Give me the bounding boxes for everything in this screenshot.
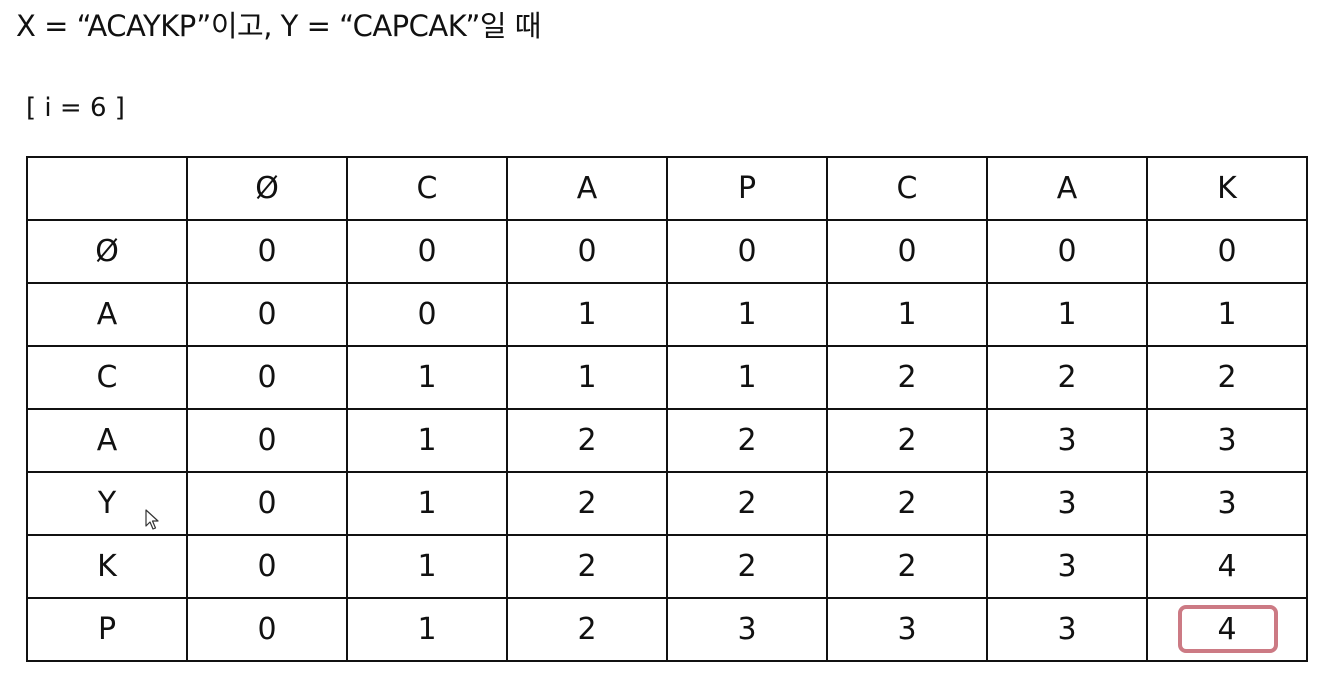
table-cell: 2 bbox=[826, 471, 988, 536]
table-cell: 2 bbox=[826, 534, 988, 599]
table-cell: 1 bbox=[346, 534, 508, 599]
table-cell: 0 bbox=[186, 282, 348, 347]
header-cell: A bbox=[506, 156, 668, 221]
table-cell: 1 bbox=[986, 282, 1148, 347]
row-label-cell: Y bbox=[26, 471, 188, 536]
table-cell: 4 bbox=[1146, 534, 1308, 599]
table-cell: 0 bbox=[346, 219, 508, 284]
table-header-row: Ø C A P C A K bbox=[26, 156, 1308, 221]
row-label-cell: A bbox=[26, 282, 188, 347]
table-row: P 0 1 2 3 3 3 4 bbox=[26, 597, 1308, 662]
table-cell: 0 bbox=[186, 219, 348, 284]
table-row: A 0 1 2 2 2 3 3 bbox=[26, 408, 1308, 473]
table-cell: 3 bbox=[986, 471, 1148, 536]
table-cell: 1 bbox=[506, 345, 668, 410]
table-cell: 2 bbox=[506, 408, 668, 473]
table-row: A 0 0 1 1 1 1 1 bbox=[26, 282, 1308, 347]
table-cell: 2 bbox=[506, 597, 668, 662]
highlighted-result-cell: 4 bbox=[1146, 597, 1308, 662]
table-cell: 3 bbox=[986, 597, 1148, 662]
table-cell: 2 bbox=[506, 471, 668, 536]
table-cell: 0 bbox=[186, 408, 348, 473]
table-cell: 1 bbox=[666, 345, 828, 410]
table-cell: 0 bbox=[826, 219, 988, 284]
header-cell: C bbox=[346, 156, 508, 221]
table-cell: 2 bbox=[666, 534, 828, 599]
table-cell: 2 bbox=[826, 345, 988, 410]
table-cell: 2 bbox=[666, 471, 828, 536]
row-label-cell: P bbox=[26, 597, 188, 662]
table-cell: 1 bbox=[346, 471, 508, 536]
table-cell: 0 bbox=[986, 219, 1148, 284]
table-cell: 1 bbox=[346, 597, 508, 662]
table-row: Ø 0 0 0 0 0 0 0 bbox=[26, 219, 1308, 284]
table-cell: 1 bbox=[826, 282, 988, 347]
table-cell: 3 bbox=[986, 534, 1148, 599]
table-cell: 0 bbox=[186, 345, 348, 410]
table-cell: 1 bbox=[346, 408, 508, 473]
table-row: K 0 1 2 2 2 3 4 bbox=[26, 534, 1308, 599]
table-cell: 1 bbox=[346, 345, 508, 410]
table-cell: 2 bbox=[506, 534, 668, 599]
table-cell: 3 bbox=[1146, 408, 1308, 473]
table-cell: 3 bbox=[986, 408, 1148, 473]
result-highlight-box bbox=[1178, 605, 1278, 653]
table-row: C 0 1 1 1 2 2 2 bbox=[26, 345, 1308, 410]
table-cell: 3 bbox=[666, 597, 828, 662]
table-cell: 0 bbox=[506, 219, 668, 284]
table-cell: 0 bbox=[186, 471, 348, 536]
table-cell: 0 bbox=[666, 219, 828, 284]
header-cell: Ø bbox=[186, 156, 348, 221]
iteration-label: [ i = 6 ] bbox=[26, 93, 125, 123]
table-cell: 0 bbox=[186, 597, 348, 662]
row-label-cell: Ø bbox=[26, 219, 188, 284]
header-cell: K bbox=[1146, 156, 1308, 221]
mouse-pointer-icon bbox=[145, 509, 159, 530]
table-cell: 0 bbox=[346, 282, 508, 347]
header-cell: C bbox=[826, 156, 988, 221]
table-cell: 1 bbox=[506, 282, 668, 347]
table-cell: 3 bbox=[1146, 471, 1308, 536]
header-cell: A bbox=[986, 156, 1148, 221]
lcs-table: Ø C A P C A K Ø 0 0 0 0 0 0 0 A 0 0 1 1 … bbox=[26, 156, 1308, 662]
table-cell: 1 bbox=[666, 282, 828, 347]
table-row: Y 0 1 2 2 2 3 3 bbox=[26, 471, 1308, 536]
table-cell: 2 bbox=[826, 408, 988, 473]
row-label-cell: A bbox=[26, 408, 188, 473]
document-title: X = “ACAYKP”이고, Y = “CAPCAK”일 때 bbox=[16, 9, 541, 43]
table-cell: 0 bbox=[1146, 219, 1308, 284]
header-cell: P bbox=[666, 156, 828, 221]
table-cell: 2 bbox=[986, 345, 1148, 410]
table-cell: 0 bbox=[186, 534, 348, 599]
row-label-cell: C bbox=[26, 345, 188, 410]
header-corner-cell bbox=[26, 156, 188, 221]
table-cell: 2 bbox=[666, 408, 828, 473]
row-label-cell: K bbox=[26, 534, 188, 599]
table-cell: 1 bbox=[1146, 282, 1308, 347]
table-cell: 2 bbox=[1146, 345, 1308, 410]
table-cell: 3 bbox=[826, 597, 988, 662]
